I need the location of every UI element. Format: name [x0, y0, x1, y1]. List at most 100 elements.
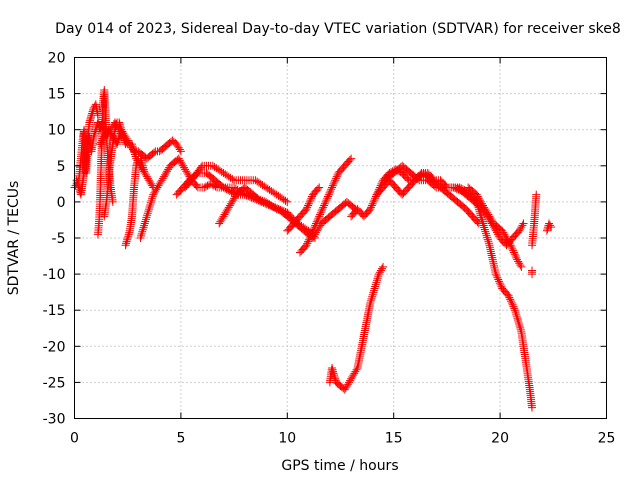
data-point [118, 131, 127, 140]
data-point [301, 206, 310, 215]
data-point [500, 230, 509, 239]
data-point [124, 230, 133, 239]
x-tick-label: 0 [70, 431, 79, 447]
data-point [89, 132, 98, 141]
y-tick-label: -10 [43, 267, 66, 283]
data-point [516, 325, 525, 334]
y-tick-label: 5 [57, 159, 66, 175]
data-point [116, 122, 125, 131]
data-point [142, 172, 151, 181]
data-point [125, 228, 134, 237]
data-point [472, 190, 481, 199]
y-tick-label: 0 [57, 195, 66, 211]
data-point [318, 205, 327, 214]
data-point [143, 209, 152, 218]
data-point [317, 206, 326, 215]
data-point [503, 235, 512, 244]
data-point [85, 118, 94, 127]
data-point [321, 197, 330, 206]
data-point [313, 215, 322, 224]
data-point [327, 185, 336, 194]
data-point [501, 232, 510, 241]
data-point [479, 219, 488, 228]
data-point [176, 147, 185, 156]
data-point [128, 142, 137, 151]
x-tick-label: 20 [491, 431, 509, 447]
data-point [174, 154, 183, 163]
data-point [146, 198, 155, 207]
data-point [330, 178, 339, 187]
data-point [484, 210, 493, 219]
data-point [227, 187, 236, 196]
data-point [323, 194, 332, 203]
data-point [367, 294, 376, 303]
data-point [350, 369, 359, 378]
series-isolated-a [528, 266, 537, 279]
data-point [138, 161, 147, 170]
data-point [332, 172, 341, 181]
data-point [177, 159, 186, 168]
data-point [514, 257, 523, 266]
data-point [342, 382, 351, 391]
data-point [333, 170, 342, 179]
data-point [376, 266, 385, 275]
data-point [315, 183, 324, 192]
data-point [208, 180, 217, 189]
data-point [150, 188, 159, 197]
data-point [86, 113, 95, 122]
data-point [532, 190, 541, 199]
data-point [509, 248, 518, 257]
data-point [130, 150, 139, 159]
data-point [509, 302, 518, 311]
data-point [225, 201, 234, 210]
data-point [345, 156, 354, 165]
series-arc-f [121, 154, 149, 250]
data-point [528, 270, 537, 279]
data-point [349, 371, 358, 380]
data-point [484, 237, 493, 246]
grid [74, 57, 607, 419]
data-point [504, 237, 513, 246]
data-point [325, 188, 334, 197]
data-point [515, 226, 524, 235]
data-point [140, 219, 149, 228]
data-point [499, 228, 508, 237]
data-point [141, 170, 150, 179]
data-point [365, 206, 374, 215]
data-point [121, 241, 130, 250]
data-point [371, 194, 380, 203]
data-point [341, 383, 350, 392]
data-point [122, 239, 131, 248]
data-point [481, 227, 490, 236]
data-point [140, 221, 149, 230]
data-point [137, 156, 145, 165]
data-point [371, 280, 380, 289]
data-point [495, 279, 504, 288]
series-arc-k [296, 154, 356, 257]
data-point [347, 154, 356, 163]
data-point [73, 179, 82, 188]
data-point [304, 201, 313, 210]
data-point [368, 290, 377, 299]
data-point [517, 262, 526, 271]
data-point [484, 239, 493, 248]
data-point [119, 134, 128, 143]
x-tick-label: 25 [598, 431, 616, 447]
series-arc-e [100, 118, 130, 221]
data-point [507, 298, 516, 307]
data-point [215, 219, 224, 228]
data-point [145, 203, 154, 212]
data-point [144, 205, 153, 214]
data-point [142, 213, 151, 222]
data-point [485, 212, 494, 221]
data-point [257, 197, 266, 206]
data-point [480, 203, 489, 212]
data-point [511, 308, 520, 317]
data-point [496, 280, 505, 289]
data-point [515, 321, 524, 330]
data-point [369, 286, 378, 295]
data-point [130, 148, 139, 157]
data-point [329, 179, 338, 188]
data-point [119, 132, 128, 141]
